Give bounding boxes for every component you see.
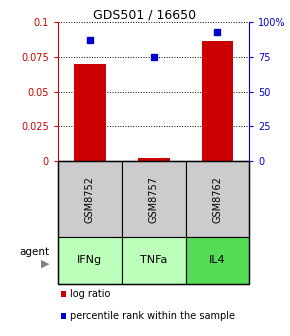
Text: IFNg: IFNg [77, 255, 102, 265]
Text: IL4: IL4 [209, 255, 226, 265]
Bar [202, 41, 233, 161]
Text: percentile rank within the sample: percentile rank within the sample [70, 311, 235, 321]
Text: ▶: ▶ [41, 259, 49, 269]
Bar [74, 64, 106, 161]
Text: agent: agent [19, 247, 49, 257]
Text: GSM8752: GSM8752 [85, 176, 95, 222]
Text: GSM8757: GSM8757 [149, 176, 159, 222]
Text: log ratio: log ratio [70, 289, 111, 299]
Text: TNFa: TNFa [140, 255, 167, 265]
Text: GSM8762: GSM8762 [213, 176, 222, 222]
Bar [138, 159, 170, 161]
Text: GDS501 / 16650: GDS501 / 16650 [93, 8, 197, 22]
